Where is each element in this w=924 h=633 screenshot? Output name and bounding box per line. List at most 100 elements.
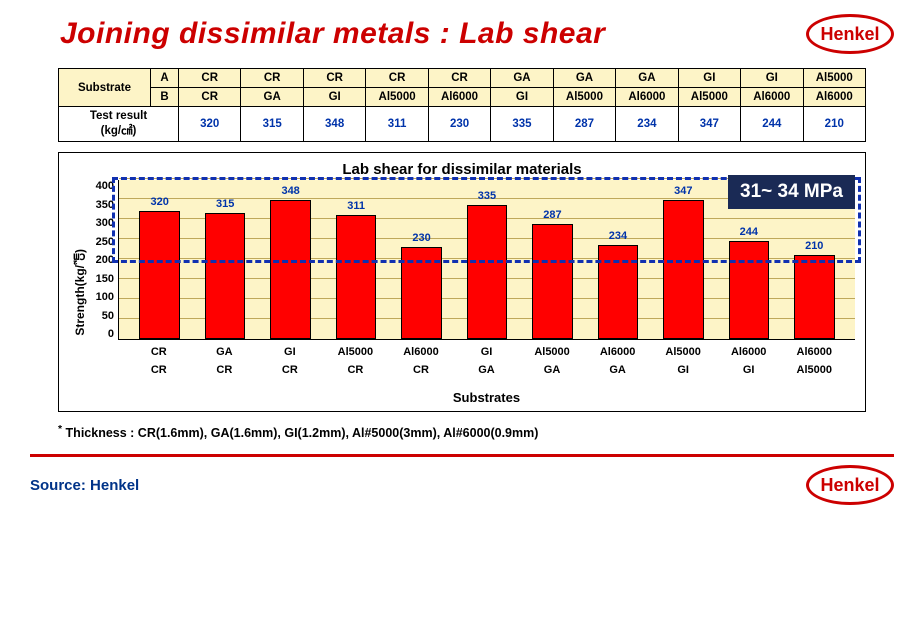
xaxis-label: CR bbox=[126, 364, 192, 376]
table-value: 244 bbox=[741, 107, 803, 142]
xaxis-label: GA bbox=[585, 364, 651, 376]
bar: 315 bbox=[205, 213, 246, 339]
xaxis-label: Al6000 bbox=[781, 346, 847, 358]
table-cell: Al6000 bbox=[616, 88, 678, 107]
xaxis-label: Al5000 bbox=[650, 346, 716, 358]
bar-slot: 230 bbox=[389, 180, 454, 339]
table-cell: GI bbox=[741, 69, 803, 88]
table-cell: GA bbox=[491, 69, 553, 88]
xaxis-label: CR bbox=[323, 364, 389, 376]
bar-slot: 320 bbox=[127, 180, 192, 339]
source-label: Source: Henkel bbox=[30, 477, 139, 494]
table-cell: GA bbox=[616, 69, 678, 88]
bar-value-label: 315 bbox=[216, 198, 234, 210]
xaxis-label: Al6000 bbox=[388, 346, 454, 358]
table-value: 320 bbox=[179, 107, 241, 142]
bar-slot: 348 bbox=[258, 180, 323, 339]
xaxis-label: Al5000 bbox=[519, 346, 585, 358]
substrate-table: SubstrateACRCRCRCRCRGAGAGAGIGIAl5000BCRG… bbox=[58, 68, 866, 142]
table-cell: Al6000 bbox=[803, 88, 865, 107]
bar: 335 bbox=[467, 205, 508, 339]
data-table-container: SubstrateACRCRCRCRCRGAGAGAGIGIAl5000BCRG… bbox=[58, 68, 866, 142]
xaxis-label: Al6000 bbox=[716, 346, 782, 358]
table-cell: CR bbox=[428, 69, 490, 88]
table-cell: CR bbox=[366, 69, 428, 88]
bar: 348 bbox=[270, 200, 311, 339]
xaxis-label: GI bbox=[716, 364, 782, 376]
bar-value-label: 210 bbox=[805, 240, 823, 252]
bar-value-label: 320 bbox=[151, 196, 169, 208]
chart-ylabel: Strength(kg/㎠) bbox=[69, 249, 90, 336]
bar: 287 bbox=[532, 224, 573, 339]
table-cell: CR bbox=[179, 69, 241, 88]
bar-value-label: 244 bbox=[740, 226, 758, 238]
table-value: 210 bbox=[803, 107, 865, 142]
chart-yaxis: 400350300250200150100500 bbox=[90, 180, 118, 340]
table-value: 287 bbox=[553, 107, 615, 142]
mpa-callout: 31~ 34 MPa bbox=[728, 175, 855, 209]
bar-slot: 287 bbox=[520, 180, 585, 339]
bar-value-label: 234 bbox=[609, 230, 627, 242]
bar-value-label: 230 bbox=[412, 232, 430, 244]
table-cell: Al5000 bbox=[553, 88, 615, 107]
bar: 210 bbox=[794, 255, 835, 339]
table-value: 335 bbox=[491, 107, 553, 142]
brand-logo-footer: Henkel bbox=[806, 465, 894, 505]
bar: 320 bbox=[139, 211, 180, 339]
table-cell: Al5000 bbox=[366, 88, 428, 107]
table-cell: GI bbox=[303, 88, 365, 107]
footnote-text: Thickness : CR(1.6mm), GA(1.6mm), GI(1.2… bbox=[66, 426, 539, 440]
xaxis-label: CR bbox=[126, 346, 192, 358]
table-cell: Al5000 bbox=[678, 88, 740, 107]
table-cell: CR bbox=[303, 69, 365, 88]
xaxis-label: Al5000 bbox=[781, 364, 847, 376]
table-cell: GI bbox=[678, 69, 740, 88]
xaxis-label: GA bbox=[192, 346, 258, 358]
table-cell: CR bbox=[241, 69, 303, 88]
table-cell: Al6000 bbox=[741, 88, 803, 107]
table-cell: GA bbox=[241, 88, 303, 107]
bar: 244 bbox=[729, 241, 770, 339]
chart-container: Lab shear for dissimilar materials 31~ 3… bbox=[58, 152, 866, 412]
bar: 347 bbox=[663, 200, 704, 339]
table-value: 315 bbox=[241, 107, 303, 142]
xaxis-label: GA bbox=[519, 364, 585, 376]
chart-xlabel: Substrates bbox=[118, 390, 855, 405]
bar-value-label: 347 bbox=[674, 185, 692, 197]
xaxis-label: GI bbox=[454, 346, 520, 358]
bar-slot: 311 bbox=[323, 180, 388, 339]
chart-xaxis-row2: CRCRCRCRCRGAGAGAGIGIAl5000 bbox=[118, 364, 855, 376]
bar-slot: 335 bbox=[454, 180, 519, 339]
table-value: 234 bbox=[616, 107, 678, 142]
table-cell: Al6000 bbox=[428, 88, 490, 107]
xaxis-label: GI bbox=[257, 346, 323, 358]
xaxis-label: GI bbox=[650, 364, 716, 376]
table-cell: CR bbox=[179, 88, 241, 107]
bar: 234 bbox=[598, 245, 639, 339]
xaxis-label: CR bbox=[257, 364, 323, 376]
bar-value-label: 287 bbox=[543, 209, 561, 221]
table-cell: Al5000 bbox=[803, 69, 865, 88]
bar-value-label: 311 bbox=[347, 200, 365, 212]
bar: 311 bbox=[336, 215, 377, 339]
page-title: Joining dissimilar metals : Lab shear bbox=[60, 17, 605, 51]
table-value: 348 bbox=[303, 107, 365, 142]
table-value: 230 bbox=[428, 107, 490, 142]
xaxis-label: CR bbox=[388, 364, 454, 376]
thickness-footnote: * Thickness : CR(1.6mm), GA(1.6mm), GI(1… bbox=[58, 424, 866, 440]
bar-value-label: 348 bbox=[281, 185, 299, 197]
xaxis-label: Al6000 bbox=[585, 346, 651, 358]
table-value: 311 bbox=[366, 107, 428, 142]
bar-slot: 234 bbox=[585, 180, 650, 339]
xaxis-label: CR bbox=[192, 364, 258, 376]
table-value: 347 bbox=[678, 107, 740, 142]
xaxis-label: GA bbox=[454, 364, 520, 376]
bar-slot: 315 bbox=[192, 180, 257, 339]
brand-logo: Henkel bbox=[806, 14, 894, 54]
bar-value-label: 335 bbox=[478, 190, 496, 202]
xaxis-label: Al5000 bbox=[323, 346, 389, 358]
table-cell: GI bbox=[491, 88, 553, 107]
bar: 230 bbox=[401, 247, 442, 339]
chart-xaxis-row1: CRGAGIAl5000Al6000GIAl5000Al6000Al5000Al… bbox=[118, 346, 855, 358]
table-cell: GA bbox=[553, 69, 615, 88]
